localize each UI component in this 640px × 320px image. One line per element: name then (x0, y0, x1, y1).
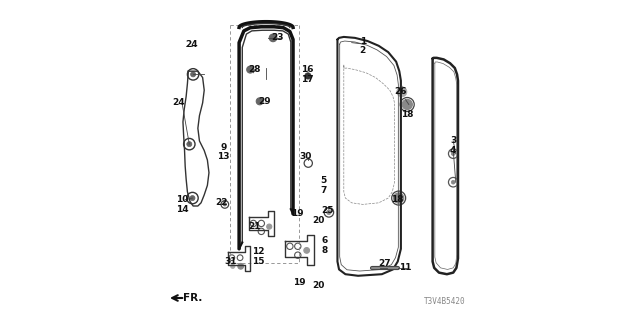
Circle shape (451, 152, 455, 156)
Text: 8: 8 (322, 246, 328, 255)
Text: 22: 22 (215, 198, 227, 207)
Circle shape (190, 196, 195, 201)
Text: 21: 21 (249, 222, 261, 231)
Text: 14: 14 (176, 205, 188, 214)
Circle shape (305, 73, 311, 79)
Circle shape (326, 210, 331, 215)
Text: 7: 7 (320, 186, 326, 195)
Text: 16: 16 (301, 65, 314, 74)
Text: 2: 2 (360, 46, 366, 55)
Text: 3: 3 (450, 136, 456, 146)
Circle shape (451, 180, 455, 184)
Text: 9: 9 (220, 143, 227, 152)
Text: 29: 29 (258, 97, 271, 106)
Circle shape (191, 72, 196, 77)
Circle shape (394, 193, 404, 203)
Text: 23: 23 (271, 33, 284, 42)
Text: 4: 4 (450, 146, 456, 155)
Text: 27: 27 (379, 259, 391, 268)
Circle shape (238, 263, 244, 269)
Text: 31: 31 (224, 257, 237, 266)
Circle shape (187, 142, 192, 147)
Text: 17: 17 (301, 75, 314, 84)
Text: 30: 30 (300, 152, 312, 161)
Text: 10: 10 (176, 195, 188, 204)
Circle shape (223, 203, 227, 206)
Text: 11: 11 (399, 263, 412, 272)
Circle shape (230, 264, 235, 268)
Text: 6: 6 (322, 236, 328, 245)
Text: 13: 13 (217, 152, 230, 161)
Circle shape (267, 224, 272, 229)
Text: 20: 20 (312, 216, 324, 225)
Circle shape (256, 98, 263, 105)
Circle shape (247, 66, 253, 73)
Text: T3V4B5420: T3V4B5420 (424, 297, 466, 306)
Text: 28: 28 (249, 65, 261, 74)
Text: 26: 26 (395, 87, 407, 96)
Text: 24: 24 (185, 40, 198, 49)
Text: 5: 5 (320, 176, 326, 185)
Text: 25: 25 (322, 206, 334, 215)
Text: 19: 19 (291, 209, 304, 219)
Circle shape (269, 34, 277, 42)
Text: 12: 12 (252, 247, 264, 257)
Text: FR.: FR. (183, 293, 202, 303)
Text: 18: 18 (392, 195, 404, 204)
Circle shape (397, 87, 407, 97)
Circle shape (304, 248, 310, 253)
Text: 18: 18 (401, 109, 413, 118)
Text: 20: 20 (312, 281, 324, 290)
Text: 19: 19 (293, 278, 306, 287)
Text: 24: 24 (173, 99, 185, 108)
Text: 15: 15 (252, 257, 264, 266)
Circle shape (402, 100, 412, 109)
Text: 1: 1 (360, 36, 366, 45)
